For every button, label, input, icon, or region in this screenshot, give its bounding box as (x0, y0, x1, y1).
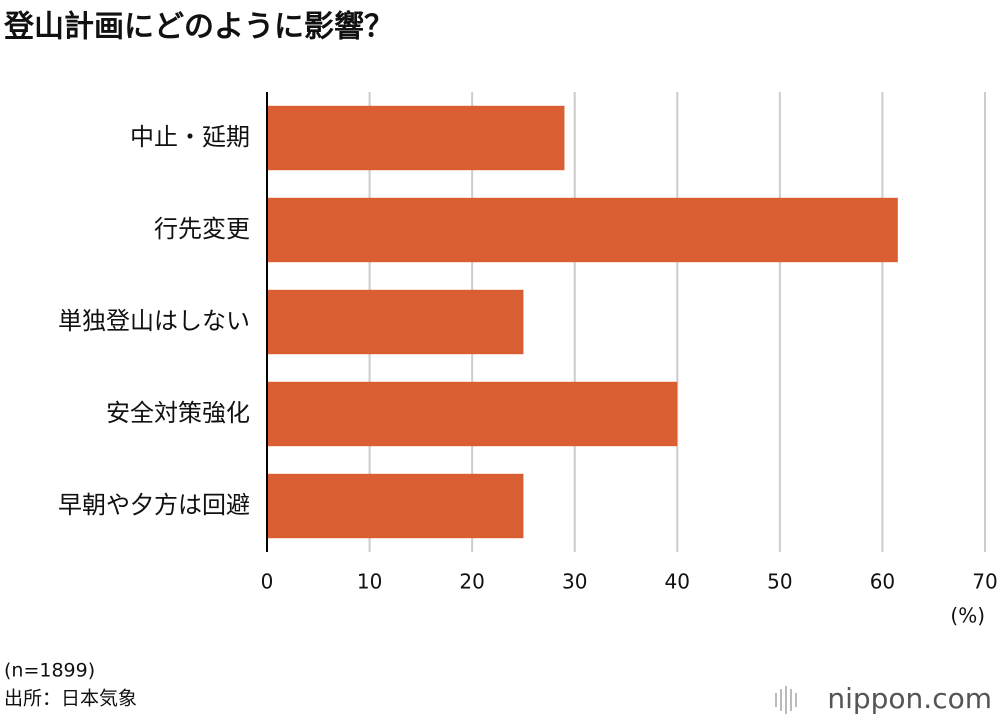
note: 出所：日本気象 (4, 688, 137, 710)
x-tick-label: 0 (261, 570, 274, 594)
bar (267, 473, 524, 539)
x-tick-label: 50 (767, 570, 792, 594)
bar (267, 197, 898, 263)
x-tick-label: 30 (562, 570, 587, 594)
bar (267, 289, 524, 355)
x-tick-label: 40 (665, 570, 690, 594)
x-tick-label: 60 (870, 570, 895, 594)
bar (267, 105, 565, 171)
x-axis-label: (%) (950, 604, 985, 628)
logo-icon (775, 686, 797, 714)
logo: nippon.com (827, 682, 992, 715)
y-tick-label: 中止・延期 (130, 123, 250, 151)
bar (267, 381, 678, 447)
x-tick-label: 10 (357, 570, 382, 594)
y-tick-label: 行先変更 (154, 215, 250, 243)
y-tick-label: 早朝や夕方は回避 (58, 491, 250, 519)
x-tick-label: 70 (972, 570, 997, 594)
x-tick-label: 20 (459, 570, 484, 594)
y-tick-label: 安全対策強化 (106, 399, 250, 427)
y-tick-label: 単独登山はしない (58, 307, 250, 335)
note: (n=1899) (4, 660, 95, 682)
chart-title: 登山計画にどのように影響？ (3, 10, 394, 45)
